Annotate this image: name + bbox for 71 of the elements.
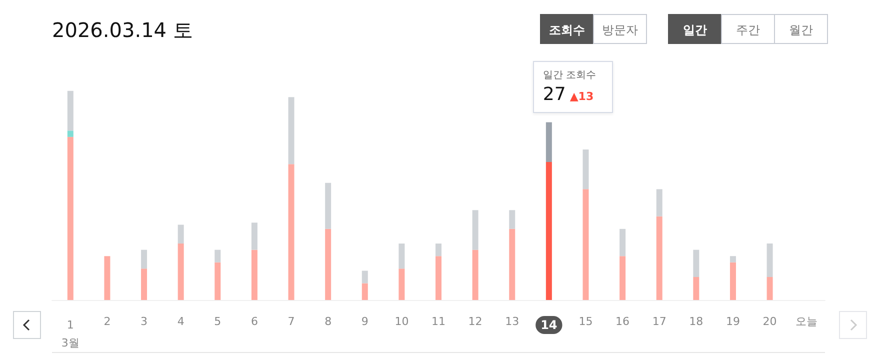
bar — [251, 222, 258, 250]
bar — [288, 97, 294, 164]
text: 일간 조회수 — [542, 69, 598, 82]
bar — [509, 228, 516, 300]
x-tick-label: 8 — [324, 315, 332, 328]
bar — [214, 262, 221, 300]
x-tick-label: 4 — [177, 315, 184, 328]
annotation: 27 — [542, 84, 566, 106]
x-tick-label: 12 — [468, 315, 482, 328]
x-tick-label: 11 — [432, 315, 446, 328]
bar — [67, 136, 74, 300]
bar — [693, 250, 700, 277]
bar — [472, 250, 478, 300]
bar — [141, 250, 148, 269]
text: 월간 — [774, 14, 828, 44]
x-tick-label: 15 — [578, 315, 593, 328]
bar — [362, 283, 368, 300]
x-tick-label: 오늘 — [796, 315, 818, 328]
bar — [178, 244, 184, 300]
x-tick-label: 10 — [394, 315, 409, 328]
bar — [436, 256, 442, 300]
bar — [325, 182, 332, 229]
bar — [67, 90, 74, 131]
bar — [398, 268, 405, 300]
text: 3월 — [61, 336, 80, 350]
bar — [620, 256, 626, 300]
x-tick-label: 7 — [288, 315, 295, 328]
bar — [214, 250, 221, 262]
text: 주간 — [721, 14, 775, 44]
bar — [546, 162, 552, 300]
bar — [398, 244, 405, 269]
bar — [362, 270, 368, 284]
bar — [546, 122, 552, 162]
x-tick-label: 6 — [250, 315, 258, 328]
bar — [141, 268, 148, 300]
x-tick-label: 20 — [762, 315, 777, 328]
bar — [104, 256, 110, 300]
bar — [472, 210, 478, 250]
annotation: ▲13 — [570, 90, 594, 104]
bar — [620, 228, 626, 256]
x-tick-label: 16 — [616, 315, 630, 328]
x-tick-label: 18 — [689, 315, 704, 328]
bar — [251, 250, 258, 300]
text: 조회수 — [540, 14, 594, 44]
bar — [766, 244, 773, 277]
text: 방문자 — [593, 14, 647, 44]
x-tick-label: 19 — [726, 315, 740, 328]
x-tick-label: 14 — [540, 318, 558, 332]
x-tick-label: 5 — [214, 315, 222, 328]
bar — [766, 277, 773, 300]
chart-title: 2026.03.14 토 — [52, 17, 193, 44]
bar — [730, 256, 736, 262]
bar — [582, 149, 589, 190]
x-tick-label: 2 — [104, 315, 111, 328]
x-tick-label: 9 — [361, 315, 368, 328]
x-tick-label: 17 — [652, 315, 666, 328]
bar — [730, 262, 736, 300]
x-tick-label: 3 — [140, 315, 148, 328]
bar — [325, 228, 332, 300]
bar — [436, 244, 442, 256]
x-tick-label: 1 — [66, 318, 74, 332]
bar — [288, 164, 294, 300]
bar — [582, 189, 589, 300]
bar — [656, 216, 662, 300]
bar — [693, 277, 700, 300]
bar — [656, 189, 662, 216]
bar — [509, 210, 516, 229]
bar — [178, 224, 184, 244]
text: 일간 — [668, 14, 722, 44]
bar — [67, 130, 74, 137]
x-tick-label: 13 — [505, 315, 520, 328]
